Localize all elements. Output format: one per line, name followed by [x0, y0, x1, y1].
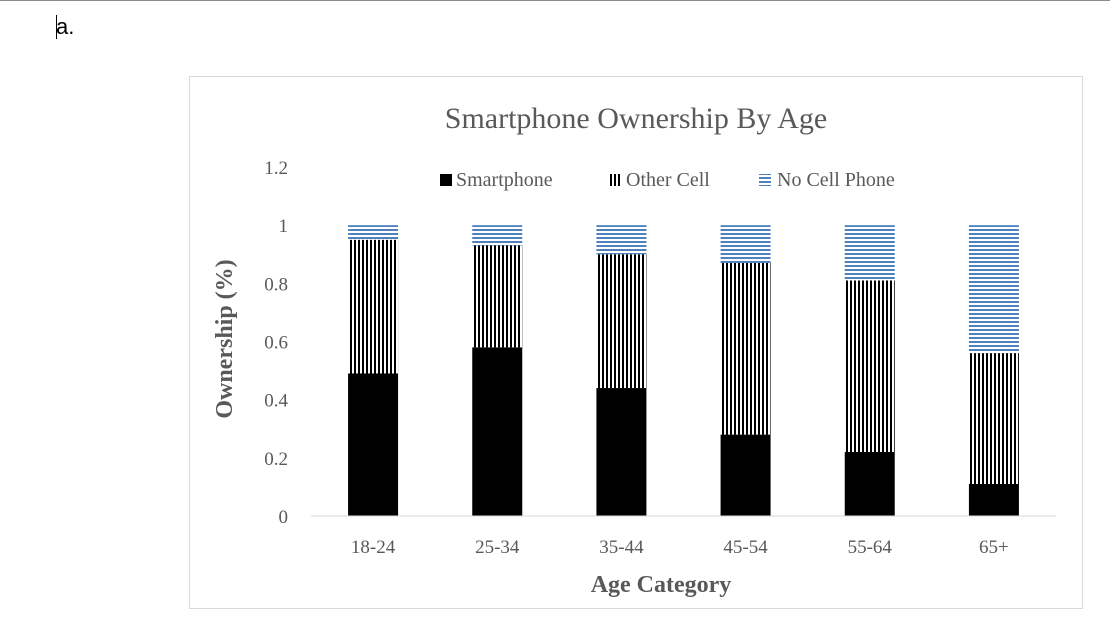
document-label: a. — [56, 14, 75, 39]
y-axis-title: Ownership (%) — [212, 259, 238, 418]
page-top-rule — [0, 0, 1110, 1]
x-tick-label: 25-34 — [475, 537, 520, 558]
bar-no-cell-phone[interactable] — [844, 225, 895, 281]
bar-no-cell-phone[interactable] — [596, 225, 647, 255]
x-tick-label: 65+ — [979, 537, 1009, 558]
chart-frame[interactable]: Smartphone Ownership By Age Smartphone O… — [189, 76, 1083, 609]
y-tick-label: 0 — [279, 507, 289, 528]
y-tick-label: 1.2 — [264, 158, 288, 179]
y-tick-label: 0.4 — [264, 391, 288, 412]
bar-smartphone[interactable] — [720, 434, 771, 516]
bar-other-cell[interactable] — [472, 245, 523, 348]
legend-label-smartphone: Smartphone — [456, 169, 553, 191]
bar-other-cell[interactable] — [968, 353, 1019, 485]
legend-label-other-cell: Other Cell — [626, 169, 710, 191]
legend-item-smartphone[interactable]: Smartphone — [440, 169, 553, 191]
bars — [348, 225, 1019, 516]
x-tick-label: 35-44 — [599, 537, 644, 558]
legend-item-other-cell[interactable]: Other Cell — [608, 169, 710, 191]
bar-smartphone[interactable] — [472, 347, 523, 516]
legend-swatch-smartphone — [440, 174, 452, 186]
bar-other-cell[interactable] — [596, 254, 647, 389]
text-cursor — [56, 15, 57, 39]
legend: Smartphone Other Cell No Cell Phone — [440, 169, 895, 191]
y-tick-label: 0.2 — [264, 449, 288, 470]
x-axis-ticks: 18-24 25-34 35-44 45-54 55-64 65+ — [351, 537, 1009, 558]
legend-item-no-cell-phone[interactable]: No Cell Phone — [759, 169, 895, 191]
y-tick-label: 0.6 — [264, 333, 288, 354]
bar-no-cell-phone[interactable] — [348, 225, 399, 240]
legend-swatch-no-cell-phone — [759, 174, 771, 186]
y-tick-label: 0.8 — [264, 274, 288, 295]
x-tick-label: 55-64 — [848, 537, 893, 558]
x-tick-label: 18-24 — [351, 537, 396, 558]
y-axis-ticks: 0 0.2 0.4 0.6 0.8 1 1.2 — [264, 158, 288, 528]
x-tick-label: 45-54 — [723, 537, 768, 558]
bar-no-cell-phone[interactable] — [968, 225, 1019, 354]
bar-other-cell[interactable] — [844, 280, 895, 453]
chart-title: Smartphone Ownership By Age — [445, 102, 827, 135]
bar-smartphone[interactable] — [348, 373, 399, 516]
bar-smartphone[interactable] — [596, 388, 647, 516]
bar-other-cell[interactable] — [720, 262, 771, 435]
bar-no-cell-phone[interactable] — [720, 225, 771, 263]
bar-other-cell[interactable] — [348, 239, 399, 374]
legend-swatch-other-cell — [608, 174, 620, 186]
x-axis-title: Age Category — [591, 572, 732, 598]
chart-svg: Smartphone Ownership By Age Smartphone O… — [212, 102, 1056, 598]
legend-label-no-cell-phone: No Cell Phone — [777, 169, 895, 191]
bar-no-cell-phone[interactable] — [472, 225, 523, 246]
bar-smartphone[interactable] — [968, 484, 1019, 516]
y-tick-label: 1 — [279, 216, 289, 237]
bar-smartphone[interactable] — [844, 452, 895, 516]
